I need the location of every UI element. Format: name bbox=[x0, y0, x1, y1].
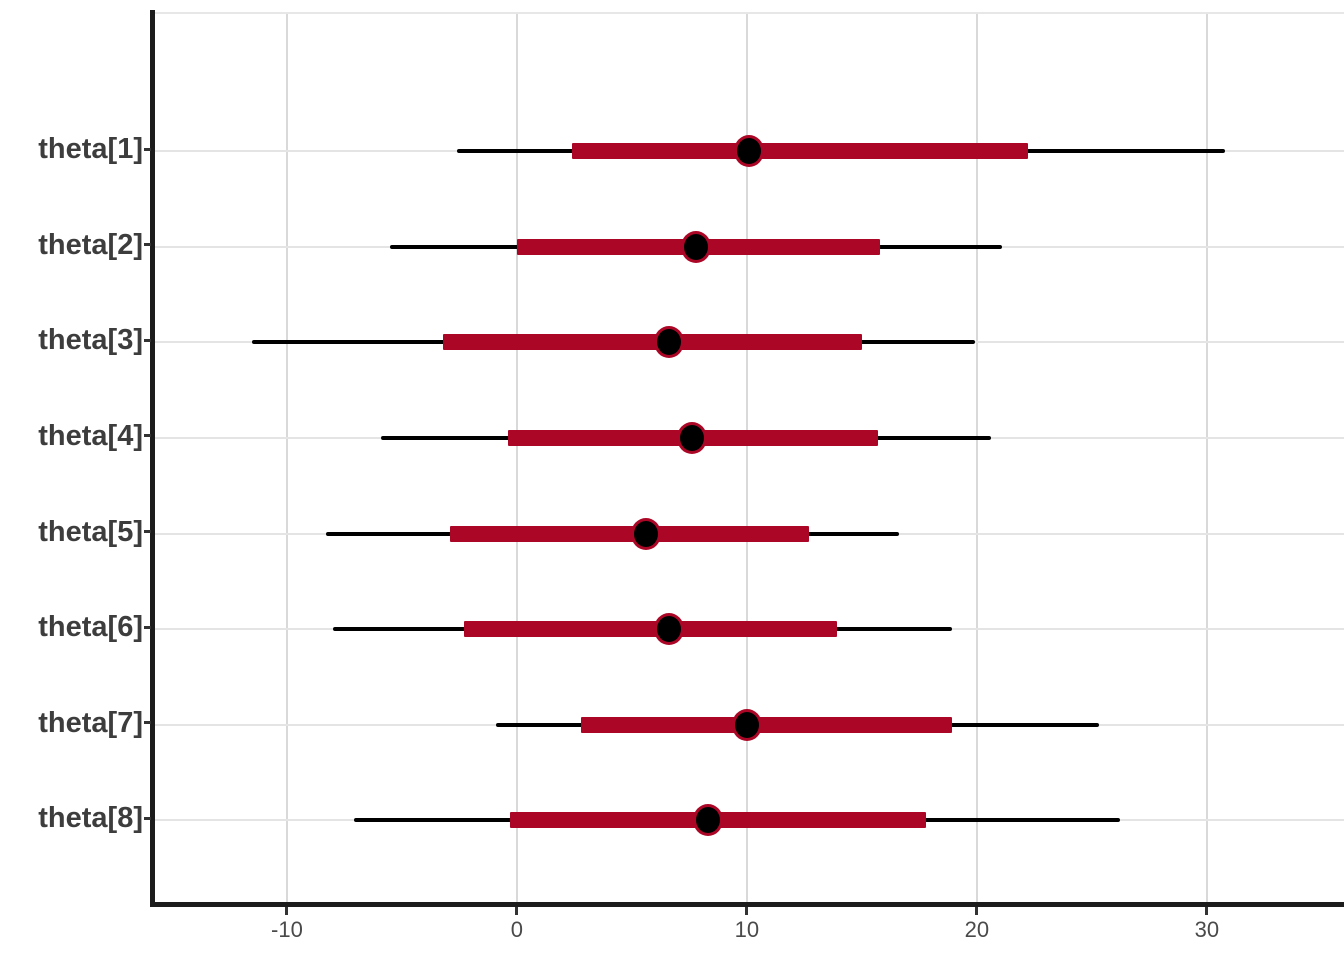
y-tick-mark bbox=[144, 434, 151, 438]
y-tick-mark bbox=[144, 338, 151, 342]
x-tick-mark bbox=[1205, 907, 1209, 915]
y-axis-label: theta[6] bbox=[38, 611, 143, 644]
y-tick-mark bbox=[144, 721, 151, 725]
v-gridline bbox=[975, 14, 978, 906]
y-tick-mark bbox=[144, 816, 151, 820]
point-estimate bbox=[676, 421, 707, 454]
x-tick-mark bbox=[975, 907, 979, 915]
inner-interval-bar bbox=[443, 334, 862, 351]
point-estimate bbox=[692, 804, 723, 837]
inner-interval-bar bbox=[581, 716, 952, 733]
y-axis-label: theta[1] bbox=[38, 133, 143, 165]
point-estimate bbox=[630, 517, 661, 550]
x-tick-mark bbox=[515, 907, 519, 915]
y-tick-mark bbox=[144, 530, 151, 534]
y-axis-line bbox=[150, 10, 155, 907]
inner-interval-bar bbox=[450, 525, 810, 542]
inner-interval-bar bbox=[464, 621, 837, 638]
y-axis-label: theta[8] bbox=[38, 802, 143, 835]
y-tick-mark bbox=[144, 625, 151, 629]
y-axis-label: theta[2] bbox=[38, 228, 143, 261]
point-estimate bbox=[681, 230, 712, 263]
inner-interval-bar bbox=[572, 143, 1028, 159]
y-tick-mark bbox=[144, 243, 151, 247]
y-axis-label: theta[5] bbox=[38, 515, 143, 548]
x-tick-label: 0 bbox=[510, 917, 524, 942]
v-gridline bbox=[515, 14, 518, 906]
x-tick-label: 20 bbox=[964, 917, 990, 942]
point-estimate bbox=[653, 613, 684, 646]
point-estimate bbox=[734, 135, 765, 167]
plot-panel bbox=[154, 12, 1344, 906]
v-gridline bbox=[285, 14, 288, 906]
y-axis-label: theta[4] bbox=[38, 419, 143, 452]
v-gridline bbox=[1205, 14, 1208, 906]
x-tick-label: 30 bbox=[1194, 917, 1220, 942]
y-axis-label: theta[7] bbox=[38, 706, 143, 739]
x-tick-mark bbox=[285, 907, 289, 915]
x-tick-label: -10 bbox=[271, 917, 303, 942]
point-estimate bbox=[653, 326, 684, 359]
x-tick-label: 10 bbox=[734, 917, 760, 942]
x-tick-mark bbox=[745, 907, 749, 915]
point-estimate bbox=[731, 708, 762, 741]
v-gridline bbox=[745, 14, 748, 906]
x-axis-line bbox=[150, 902, 1344, 907]
y-tick-mark bbox=[144, 147, 151, 151]
y-axis-label: theta[3] bbox=[38, 324, 143, 357]
